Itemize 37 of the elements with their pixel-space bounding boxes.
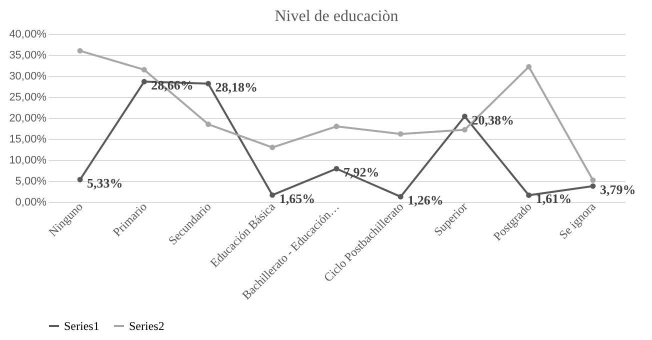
data-label: 5,33% <box>87 176 123 191</box>
y-tick-label: 15,00% <box>9 134 47 146</box>
legend-label: Series1 <box>64 319 100 333</box>
point <box>462 127 468 132</box>
point <box>462 114 468 120</box>
y-tick-label: 10,00% <box>9 154 47 166</box>
point <box>398 194 404 200</box>
point <box>77 48 83 54</box>
point <box>206 80 212 86</box>
y-tick-label: 35,00% <box>9 50 47 62</box>
data-label: 3,79% <box>600 182 636 198</box>
point <box>141 78 147 84</box>
point <box>398 131 404 137</box>
point <box>334 166 340 172</box>
y-tick-label: 0,00% <box>15 196 47 208</box>
point <box>206 122 212 128</box>
legend-label: Series2 <box>129 319 164 333</box>
point <box>590 183 596 189</box>
point <box>334 124 340 130</box>
data-label: 1,61% <box>536 191 572 206</box>
point <box>141 66 147 72</box>
chart-title: Nivel de educaciòn <box>274 8 398 25</box>
y-tick-label: 40,00% <box>9 28 47 40</box>
y-tick-label: 5,00% <box>15 176 47 188</box>
point <box>270 192 276 198</box>
data-label: 28,18% <box>215 80 258 95</box>
point <box>590 177 596 183</box>
y-tick-label: 30,00% <box>9 70 47 82</box>
y-tick-label: 25,00% <box>9 92 47 104</box>
point <box>77 176 83 182</box>
point <box>526 192 532 198</box>
y-tick-label: 20,00% <box>9 112 47 124</box>
data-label: 7,92% <box>344 164 380 180</box>
point <box>270 144 276 150</box>
point <box>526 64 532 70</box>
data-label: 1,65% <box>279 191 316 206</box>
data-label: 20,38% <box>472 112 514 128</box>
